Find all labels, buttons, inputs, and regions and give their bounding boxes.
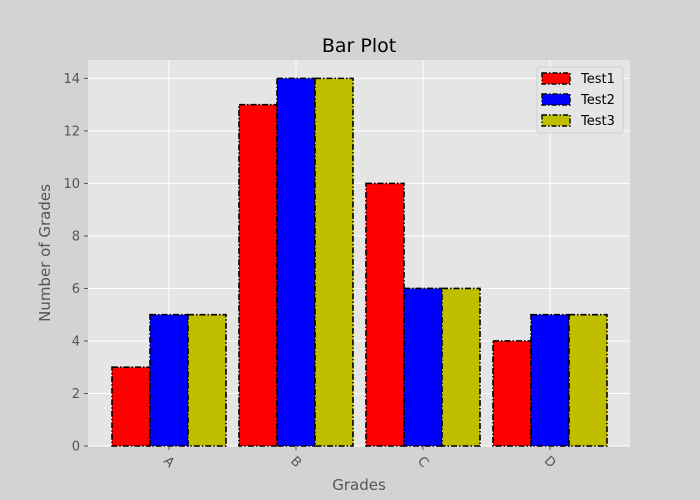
bar-test1-a [111, 366, 151, 447]
legend-swatch-test2 [541, 93, 571, 106]
legend: Test1 Test2 Test3 [536, 66, 624, 134]
legend-swatch-test3 [541, 114, 571, 127]
bar-test2-b [276, 77, 316, 447]
bar-test2-a [149, 313, 189, 447]
x-tick-label: D [541, 454, 559, 472]
x-tick-label: C [414, 454, 431, 471]
bar-test3-b [314, 77, 354, 447]
x-tick-label: B [287, 454, 304, 471]
y-tick-label: 6 [72, 282, 80, 297]
bar-test1-b [238, 103, 278, 447]
legend-label-test1: Test1 [580, 72, 615, 87]
bar-test3-c [441, 287, 481, 447]
bar-test2-c [403, 287, 443, 447]
y-tick-label: 2 [72, 387, 80, 402]
chart-title: Bar Plot [322, 35, 396, 57]
y-tick-label: 12 [63, 124, 80, 139]
bar-test1-d [492, 340, 532, 447]
y-tick-label: 0 [72, 440, 80, 455]
x-axis-ticks: A B C D [160, 446, 558, 471]
x-tick-label: A [160, 454, 177, 471]
legend-label-test2: Test2 [580, 93, 615, 108]
bar-test3-d [568, 313, 608, 447]
legend-label-test3: Test3 [580, 114, 615, 129]
y-axis-label: Number of Grades [36, 184, 54, 322]
bar-test2-d [530, 313, 570, 447]
y-axis-ticks: 0 2 4 6 8 10 12 14 [63, 72, 88, 455]
x-axis-label: Grades [332, 476, 386, 494]
y-tick-label: 8 [72, 229, 80, 244]
y-tick-label: 10 [63, 177, 80, 192]
legend-swatch-test1 [541, 72, 571, 85]
bars-group [111, 77, 608, 447]
y-tick-label: 14 [63, 72, 80, 87]
bar-test1-c [365, 182, 405, 447]
y-tick-label: 4 [72, 334, 80, 349]
bar-test3-a [187, 313, 227, 447]
